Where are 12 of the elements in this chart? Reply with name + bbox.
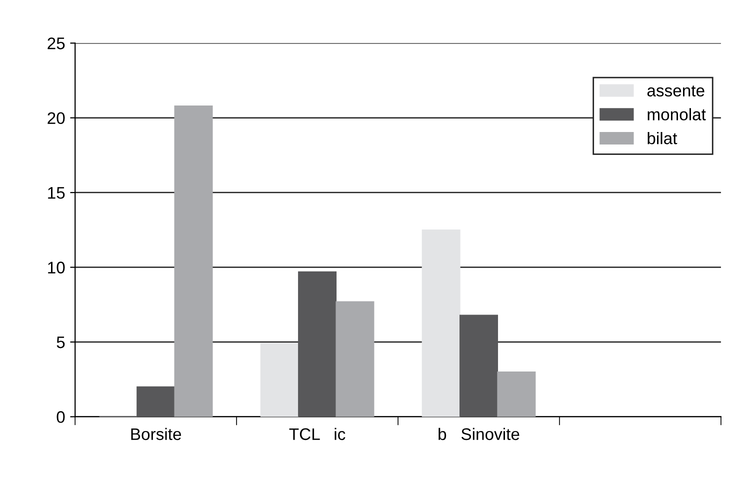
- y-tick-label: 5: [56, 336, 65, 348]
- x-tick-label: Borsite: [131, 428, 182, 440]
- y-tick-label: 15: [48, 187, 65, 199]
- legend-label: assente: [647, 86, 704, 97]
- y-tick-label: 20: [48, 112, 65, 124]
- y-tick-label: 25: [48, 38, 65, 50]
- y-tick-label: 10: [48, 262, 65, 274]
- legend-label: bilat: [648, 132, 678, 144]
- legend-label: monolat: [648, 108, 706, 120]
- x-tick-label: TCL ic: [289, 428, 346, 440]
- x-tick-label: b Sinovite: [438, 428, 520, 440]
- y-tick-label: 0: [56, 411, 65, 423]
